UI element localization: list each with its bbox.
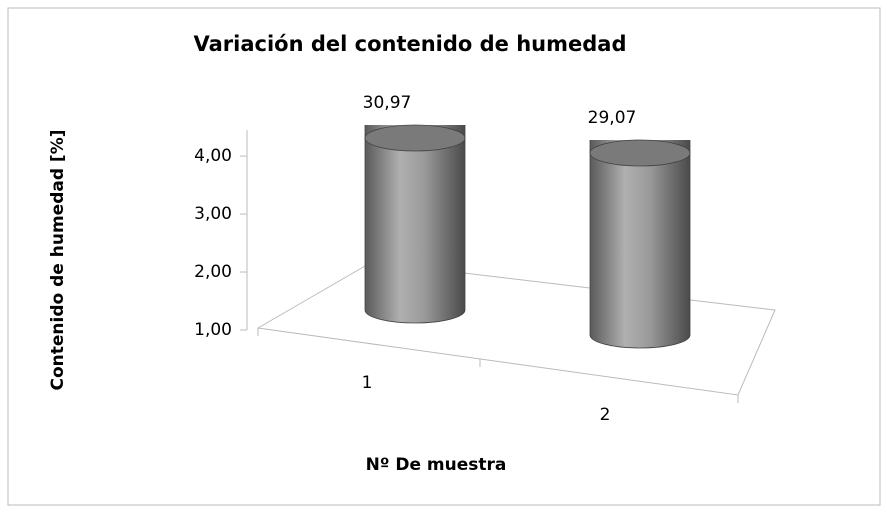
- x-tick-label: 1: [362, 373, 373, 393]
- bar: [364, 125, 466, 324]
- bar: [589, 140, 691, 349]
- x-tick-label: 2: [600, 405, 611, 425]
- y-tick-label: 2,00: [194, 262, 232, 282]
- cylinder: [364, 125, 466, 324]
- chart-title: Variación del contenido de humedad: [194, 32, 627, 56]
- y-tick-label: 1,00: [194, 320, 232, 340]
- x-axis-label: Nº De muestra: [366, 455, 507, 475]
- data-label: 29,07: [588, 108, 637, 128]
- cylinder: [589, 140, 691, 349]
- floor: [257, 261, 776, 403]
- cylinder-top: [589, 139, 691, 167]
- y-axis-label: Contenido de humedad [%]: [48, 130, 68, 391]
- data-label: 30,97: [363, 93, 412, 113]
- y-tick-label: 4,00: [194, 146, 232, 166]
- y-tick-label: 3,00: [194, 204, 232, 224]
- cylinder-top: [364, 124, 466, 152]
